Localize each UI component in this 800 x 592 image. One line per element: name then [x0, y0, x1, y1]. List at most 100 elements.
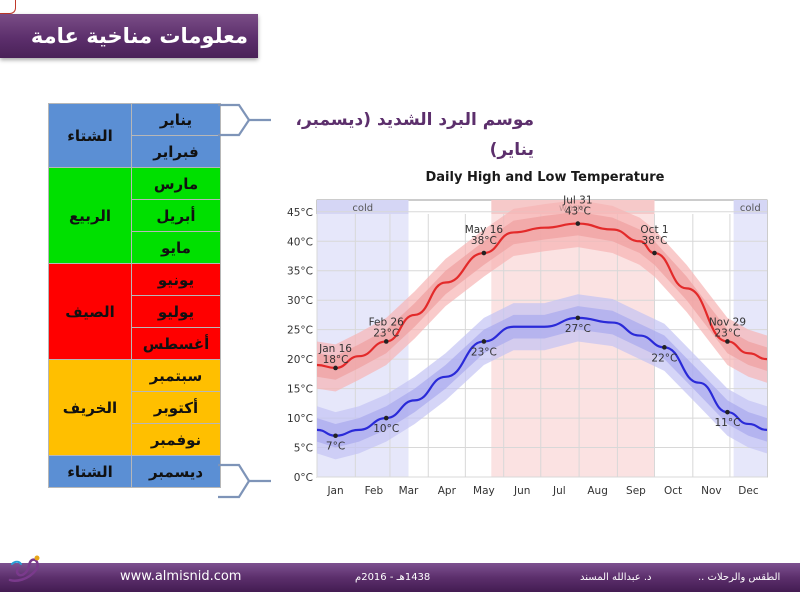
annotation-point [333, 365, 338, 371]
footer-course: الطقس والرحلات .. [698, 572, 781, 583]
annotation-point [333, 433, 338, 439]
x-tick-label: Jun [513, 485, 530, 497]
month-cell: أغسطس [131, 327, 221, 360]
annotation-value: 18°C [323, 354, 349, 366]
season-cell: الشتاء [48, 103, 132, 168]
x-tick-label: Dec [738, 485, 759, 497]
y-tick-label: 5°C [294, 443, 313, 455]
annotation-date: Oct 1 [640, 224, 668, 236]
annotation-point [575, 221, 581, 226]
series-line [316, 222, 768, 370]
annotation-point [575, 315, 581, 321]
bottom-brace [218, 463, 251, 499]
table-row: يونيو الصيف [48, 263, 221, 360]
series-inner-band [317, 306, 767, 448]
x-tick-label: Oct [664, 485, 682, 497]
brace-connectors [218, 103, 271, 499]
annotation-value: 23°C [714, 327, 740, 339]
x-tick-label: Nov [701, 485, 722, 497]
x-tick-label: Aug [587, 485, 608, 497]
chart-title: Daily High and Low Temperature [425, 170, 665, 185]
footer-author: د. عبدالله المسند [580, 572, 652, 583]
band-label: cold [352, 203, 373, 214]
table-row: مارس الربيع [48, 167, 221, 264]
annotation-point [383, 415, 389, 421]
month-cell: يناير [131, 103, 221, 136]
season-band-header [317, 200, 409, 214]
footer-bar [0, 563, 800, 592]
annotation-value: 27°C [565, 323, 591, 335]
y-tick-label: 40°C [287, 236, 313, 248]
season-cell: الربيع [48, 167, 132, 264]
annotation-point [725, 409, 730, 415]
month-cell: أبريل [131, 199, 221, 232]
table-row: يوليو [49, 295, 221, 328]
x-tick-label: Sep [626, 485, 646, 497]
annotation-date: Jan 16 [318, 343, 352, 355]
month-cell: سبتمبر [131, 359, 221, 392]
annotation-point [481, 250, 487, 256]
month-cell: نوفمبر [131, 423, 221, 456]
annotation-date: Nov 29 [709, 316, 746, 328]
series-line [316, 316, 768, 437]
annotation-point [481, 339, 487, 344]
month-cell: ديسمبر [131, 455, 221, 488]
y-tick-label: 10°C [287, 413, 313, 425]
title-banner [0, 14, 258, 58]
table-row: مايو [49, 231, 221, 264]
annotation-date: Jul 31 [562, 195, 592, 207]
annotation-date: May 16 [465, 224, 504, 236]
annotation-value: 38°C [642, 235, 668, 247]
table-row: فبراير [49, 135, 221, 168]
season-cell: الصيف [48, 263, 132, 360]
month-cell: يوليو [131, 295, 221, 328]
month-cell: مارس [131, 167, 221, 200]
table-row: ديسمبر الشتاء [48, 455, 221, 488]
table-row: سبتمبر الخريف [48, 359, 221, 456]
x-tick-label: May [473, 485, 495, 497]
annotation-value: 43°C [565, 206, 591, 218]
table-row: نوفمبر [49, 423, 221, 456]
x-tick-label: Feb [365, 485, 384, 497]
x-tick-label: Mar [399, 485, 419, 497]
month-cell: مايو [131, 231, 221, 264]
temperature-chart: coldwarmcold0°C5°C10°C15°C20°C25°C30°C35… [287, 195, 768, 497]
y-tick-label: 0°C [294, 472, 313, 484]
table-row: أكتوبر [49, 391, 221, 424]
month-cell: فبراير [131, 135, 221, 168]
y-tick-label: 30°C [287, 295, 313, 307]
y-tick-label: 20°C [287, 354, 313, 366]
annotation-value: 38°C [471, 235, 497, 247]
annotation-point [383, 339, 389, 344]
annotation-point [652, 250, 657, 256]
x-tick-label: Jul [552, 485, 566, 497]
annotation-value: 23°C [471, 346, 497, 358]
annotation-point [725, 339, 730, 344]
annotation-date: Feb 26 [369, 316, 405, 328]
top-brace [218, 103, 251, 137]
annotation-value: 7°C [326, 441, 345, 453]
footer-website[interactable]: www.almisnid.com [120, 569, 242, 584]
footer-year: 1438هـ - 2016م [355, 572, 431, 583]
season-cell: الخريف [48, 359, 132, 456]
y-tick-label: 15°C [287, 384, 313, 396]
table-row: يناير الشتاء [48, 103, 221, 168]
season-cell: الشتاء [48, 455, 132, 488]
annotation-value: 23°C [373, 327, 399, 339]
corner-tab [0, 0, 16, 14]
y-tick-label: 25°C [287, 325, 313, 337]
logo-icon [8, 555, 40, 582]
y-tick-label: 35°C [287, 266, 313, 278]
season-band-header [733, 200, 767, 214]
table-row: أبريل [49, 199, 221, 232]
annotation-point [662, 345, 667, 350]
page-title: معلومات مناخية عامة [30, 24, 248, 48]
x-tick-label: Apr [438, 485, 457, 497]
band-label: cold [740, 203, 761, 214]
x-tick-label: Jan [326, 485, 343, 497]
y-tick-label: 45°C [287, 207, 313, 219]
season-table: يناير الشتاء فبراير مارس الربيع أبريل ما… [48, 103, 221, 488]
cold-season-label: موسم البرد الشديد (ديسمبر، يناير) [295, 110, 534, 160]
month-cell: أكتوبر [131, 391, 221, 424]
table-row: أغسطس [49, 327, 221, 360]
